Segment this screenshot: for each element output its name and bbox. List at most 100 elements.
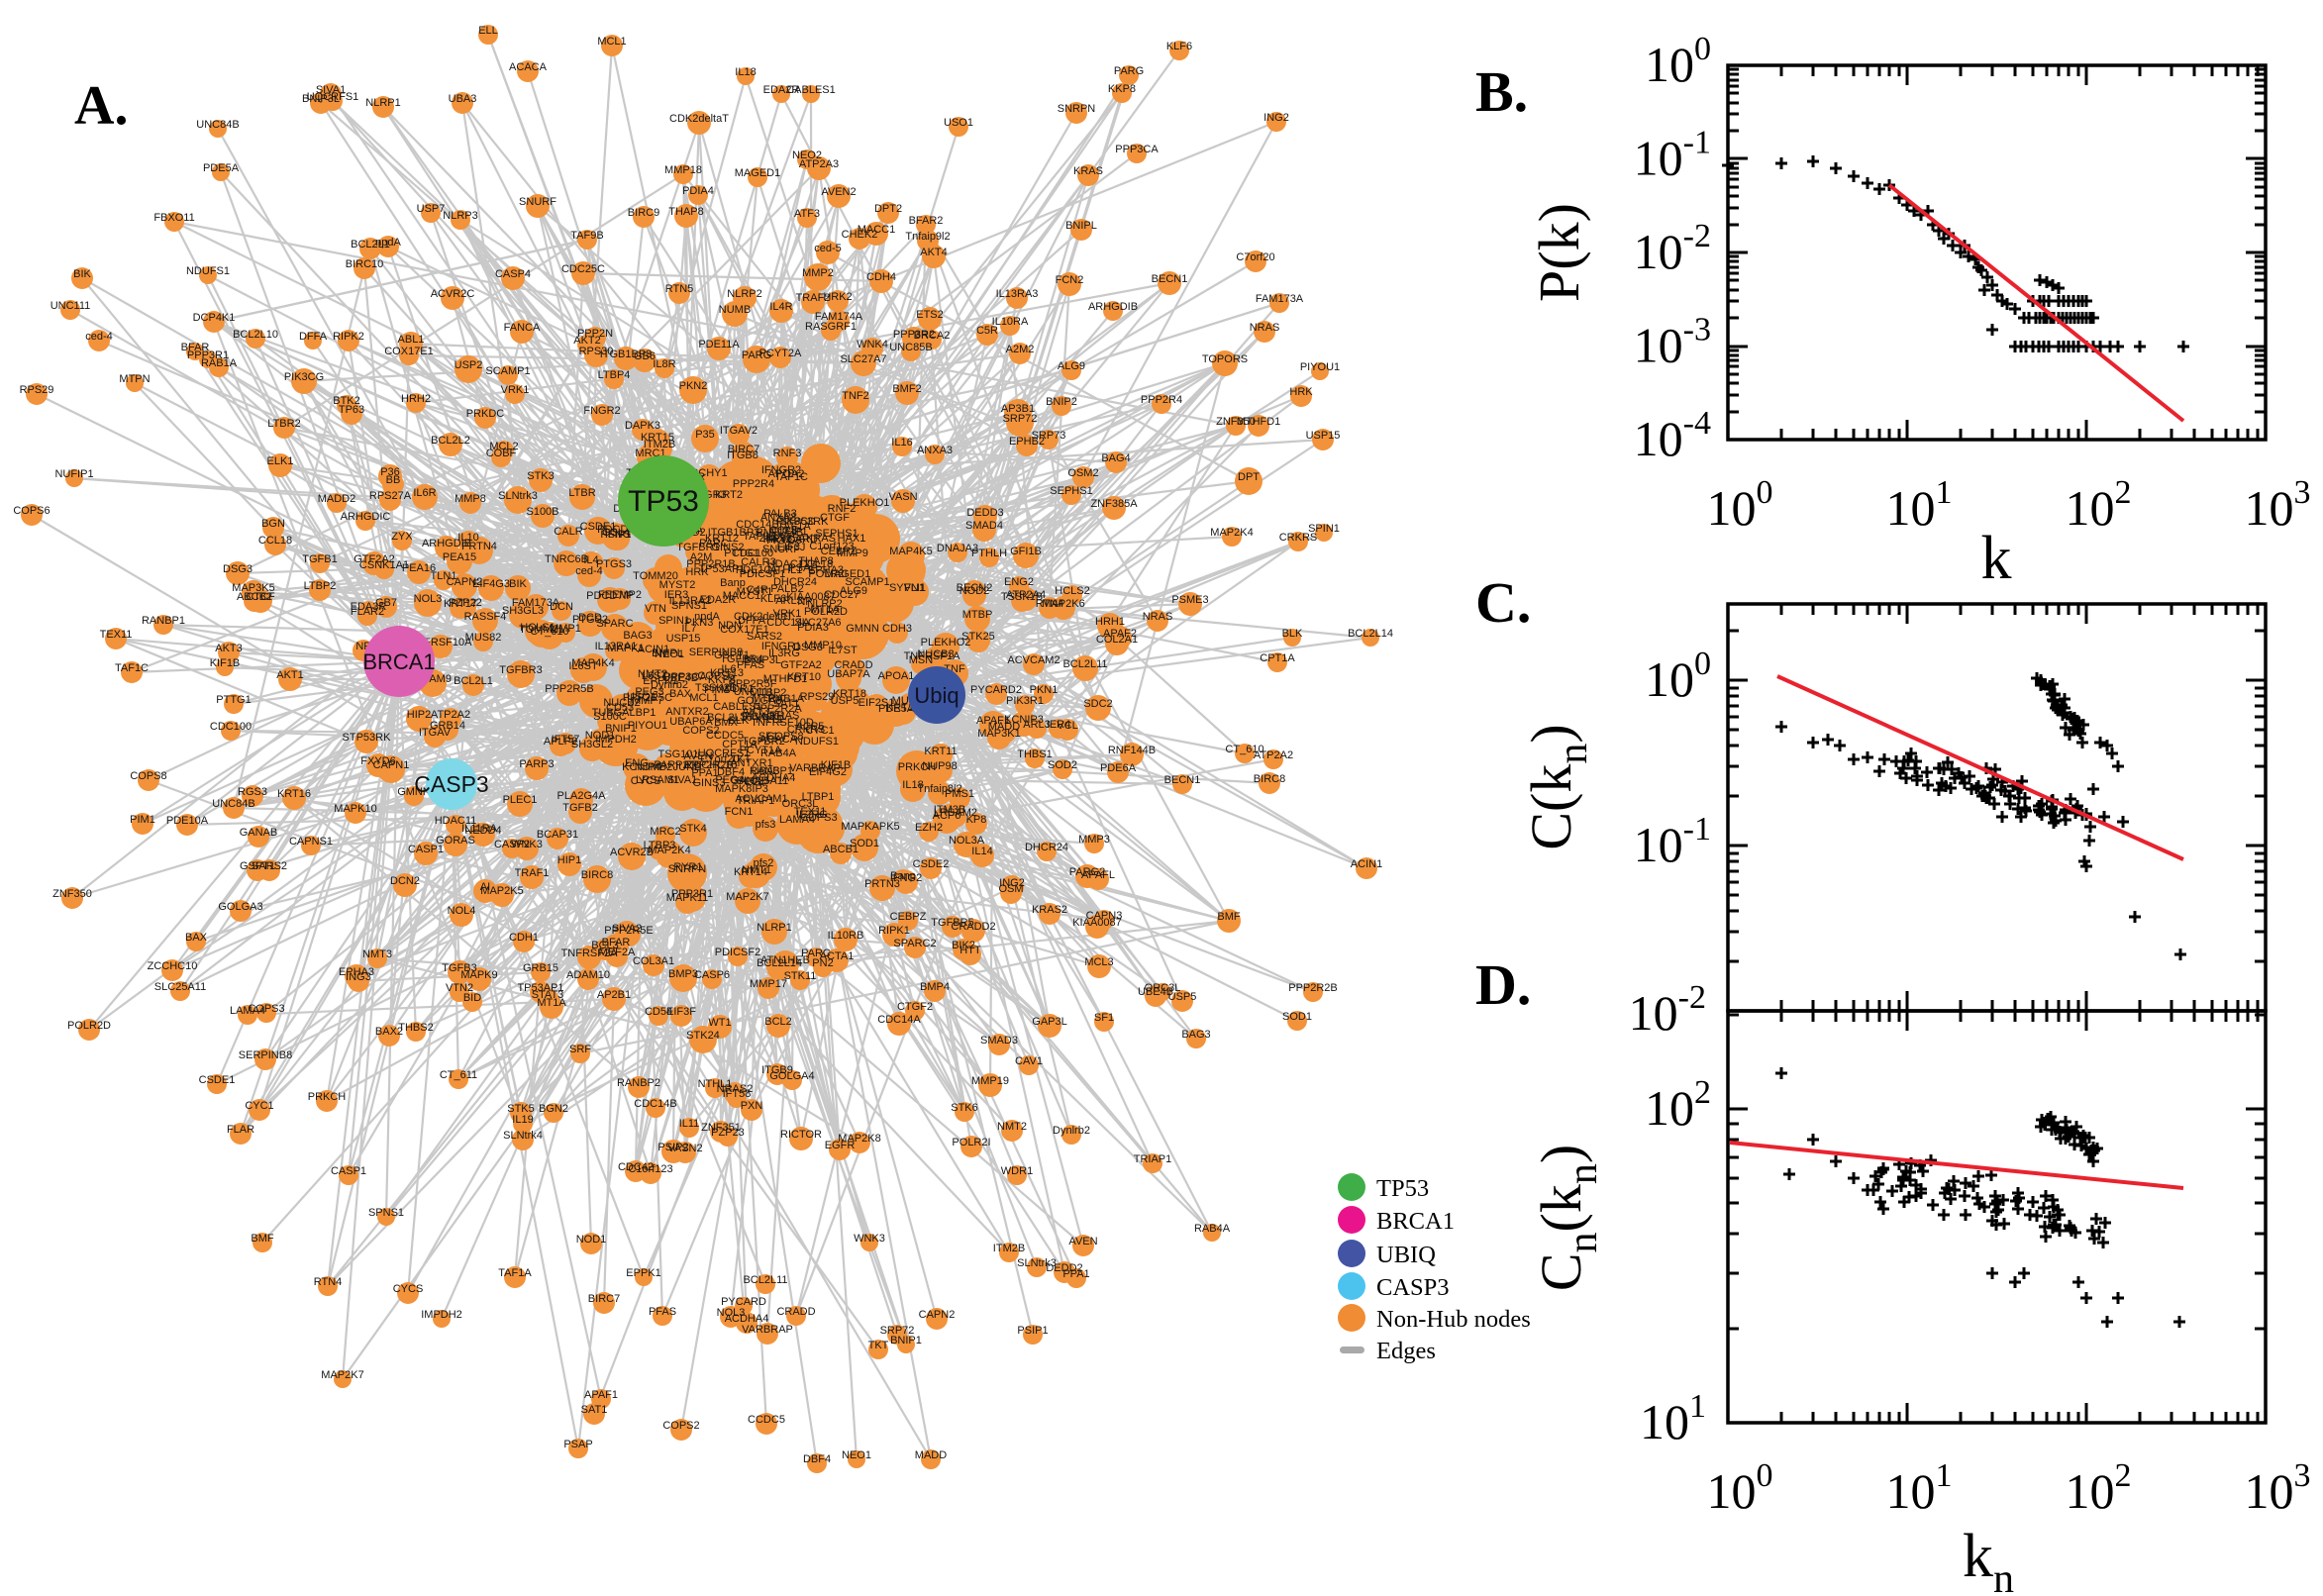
svg-text:KRT11: KRT11 bbox=[924, 746, 957, 757]
svg-text:MCL3: MCL3 bbox=[1084, 956, 1113, 968]
svg-text:SEPHS1: SEPHS1 bbox=[1050, 485, 1092, 497]
svg-text:BIRC10: BIRC10 bbox=[346, 258, 384, 270]
svg-text:BFAR2: BFAR2 bbox=[909, 215, 944, 227]
svg-text:SNURF: SNURF bbox=[519, 196, 556, 208]
svg-text:UBE4B: UBE4B bbox=[1138, 986, 1173, 998]
svg-text:WT1: WT1 bbox=[708, 1017, 731, 1029]
svg-text:TP63: TP63 bbox=[339, 404, 364, 416]
svg-text:PIK3R1: PIK3R1 bbox=[1006, 695, 1044, 707]
svg-text:SIVA1: SIVA1 bbox=[316, 84, 346, 96]
svg-text:UNC85B: UNC85B bbox=[889, 342, 932, 353]
svg-text:GRB15: GRB15 bbox=[523, 962, 558, 974]
svg-text:SRF: SRF bbox=[569, 1044, 591, 1055]
svg-text:ANXA3: ANXA3 bbox=[917, 445, 953, 456]
svg-text:NUCB3: NUCB3 bbox=[917, 648, 954, 660]
svg-text:PPP3CA: PPP3CA bbox=[1115, 144, 1159, 155]
svg-text:SYVN2: SYVN2 bbox=[740, 711, 775, 723]
svg-text:ABL1: ABL1 bbox=[398, 334, 425, 346]
svg-text:HIP1: HIP1 bbox=[557, 854, 581, 866]
svg-text:RASSF4: RASSF4 bbox=[464, 611, 507, 623]
svg-text:10-4: 10-4 bbox=[1634, 405, 1711, 466]
svg-text:STK5: STK5 bbox=[507, 1103, 535, 1115]
svg-text:NUP98: NUP98 bbox=[922, 760, 957, 772]
svg-text:TSSK2B: TSSK2B bbox=[695, 682, 737, 694]
svg-text:BIK: BIK bbox=[509, 578, 527, 590]
svg-text:IL3RG: IL3RG bbox=[768, 648, 800, 659]
svg-text:BFAR: BFAR bbox=[181, 342, 210, 353]
svg-text:BMF2: BMF2 bbox=[892, 383, 921, 395]
svg-text:CALR3: CALR3 bbox=[741, 556, 775, 568]
svg-text:COPS3: COPS3 bbox=[248, 1003, 284, 1015]
svg-text:ELL: ELL bbox=[478, 25, 498, 37]
svg-text:VTN: VTN bbox=[645, 603, 666, 615]
svg-text:KP8: KP8 bbox=[966, 814, 987, 826]
svg-text:NUFIP1: NUFIP1 bbox=[54, 468, 93, 480]
svg-text:NEO1: NEO1 bbox=[655, 648, 684, 660]
svg-text:BCL2L11: BCL2L11 bbox=[743, 1274, 787, 1286]
svg-text:DHCR24: DHCR24 bbox=[1025, 842, 1068, 853]
svg-text:Cn(kn): Cn(kn) bbox=[1529, 1145, 1606, 1291]
svg-text:FCN1: FCN1 bbox=[725, 806, 754, 818]
svg-text:100: 100 bbox=[1645, 31, 1711, 92]
svg-text:SMAD3: SMAD3 bbox=[980, 1035, 1018, 1047]
svg-text:101: 101 bbox=[1886, 1457, 1953, 1519]
svg-text:BRCA1: BRCA1 bbox=[1376, 1208, 1455, 1235]
svg-text:TGFBR4: TGFBR4 bbox=[720, 653, 762, 665]
svg-text:EZH2: EZH2 bbox=[915, 822, 943, 834]
svg-text:MAP2K7: MAP2K7 bbox=[726, 891, 768, 903]
svg-text:KRT10: KRT10 bbox=[787, 671, 821, 683]
svg-text:Banp: Banp bbox=[890, 870, 916, 882]
svg-text:NLRP1: NLRP1 bbox=[365, 97, 400, 109]
svg-text:MT1A: MT1A bbox=[537, 997, 566, 1009]
svg-text:TRIAP1: TRIAP1 bbox=[1134, 1153, 1172, 1165]
svg-text:TGFB2: TGFB2 bbox=[562, 802, 597, 814]
svg-text:SH3GL3: SH3GL3 bbox=[502, 605, 544, 617]
svg-text:ANTXR2: ANTXR2 bbox=[665, 706, 708, 718]
svg-text:EIF4G3: EIF4G3 bbox=[472, 578, 510, 590]
svg-text:AP3B1: AP3B1 bbox=[1001, 403, 1035, 415]
svg-text:S100B: S100B bbox=[526, 506, 558, 518]
svg-text:10-2: 10-2 bbox=[1629, 979, 1706, 1041]
svg-text:102: 102 bbox=[1645, 1074, 1711, 1136]
svg-text:NEO1: NEO1 bbox=[842, 1449, 871, 1461]
svg-text:MMP19: MMP19 bbox=[971, 1075, 1009, 1087]
svg-text:IL11: IL11 bbox=[679, 1118, 700, 1130]
svg-text:ITM3B: ITM3B bbox=[934, 804, 965, 816]
svg-text:BMF: BMF bbox=[251, 1233, 274, 1245]
svg-text:MTBP2: MTBP2 bbox=[751, 687, 787, 699]
svg-text:PTHLH: PTHLH bbox=[971, 548, 1007, 559]
svg-text:GTF2A2: GTF2A2 bbox=[354, 553, 395, 565]
svg-text:KRAS: KRAS bbox=[1073, 165, 1103, 177]
svg-text:CAPN2: CAPN2 bbox=[919, 1309, 956, 1321]
svg-text:TAF1C: TAF1C bbox=[115, 662, 149, 674]
svg-text:BCL2L1: BCL2L1 bbox=[454, 675, 493, 687]
svg-text:PDE6A: PDE6A bbox=[1100, 762, 1137, 774]
svg-text:GOLGA3: GOLGA3 bbox=[218, 901, 262, 913]
svg-text:SNRPN: SNRPN bbox=[1058, 103, 1096, 115]
svg-text:IL4R: IL4R bbox=[769, 301, 792, 313]
svg-text:CDC100: CDC100 bbox=[210, 721, 252, 733]
svg-text:MCL1: MCL1 bbox=[597, 36, 626, 48]
svg-text:ACVR2C: ACVR2C bbox=[431, 288, 475, 300]
svg-text:BECN1: BECN1 bbox=[1164, 774, 1201, 786]
svg-text:HAX2: HAX2 bbox=[763, 534, 792, 546]
svg-text:PIYOU1: PIYOU1 bbox=[1300, 361, 1340, 373]
svg-text:PIM1: PIM1 bbox=[130, 814, 155, 826]
svg-text:ELK1: ELK1 bbox=[267, 455, 294, 467]
svg-text:DFFA: DFFA bbox=[299, 331, 328, 343]
svg-text:CASP1: CASP1 bbox=[331, 1165, 366, 1177]
svg-text:ETS2: ETS2 bbox=[916, 309, 944, 321]
svg-text:JUNB: JUNB bbox=[673, 761, 702, 773]
svg-text:PLEC1: PLEC1 bbox=[503, 794, 538, 806]
svg-text:IL16: IL16 bbox=[891, 437, 912, 449]
svg-text:PLA2G4A: PLA2G4A bbox=[557, 790, 607, 802]
svg-text:CAPNS1: CAPNS1 bbox=[289, 836, 333, 848]
svg-text:BRCA2: BRCA2 bbox=[914, 330, 951, 342]
svg-text:CASP2: CASP2 bbox=[494, 839, 530, 850]
svg-text:Tnfaip9l2: Tnfaip9l2 bbox=[905, 231, 950, 243]
svg-text:HIP2: HIP2 bbox=[407, 709, 431, 721]
svg-text:AVEN2: AVEN2 bbox=[821, 186, 856, 198]
svg-text:GSPT1: GSPT1 bbox=[240, 860, 275, 872]
svg-text:SOD1: SOD1 bbox=[1282, 1011, 1312, 1023]
svg-text:PRKDC: PRKDC bbox=[466, 408, 505, 420]
